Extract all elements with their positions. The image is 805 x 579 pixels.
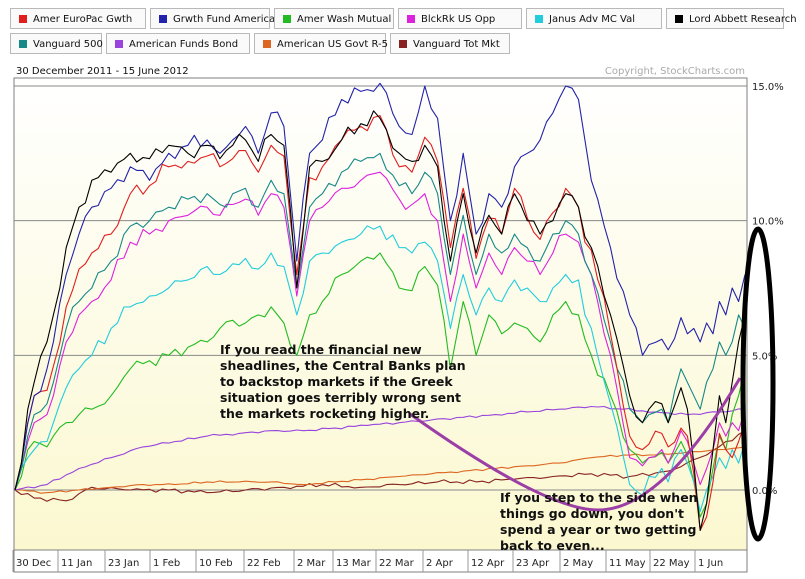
plot-area <box>13 77 748 551</box>
legend-item-vanguard-500[interactable]: Vanguard 500 <box>10 33 103 54</box>
x-tick-label: 10 Feb <box>199 558 233 569</box>
x-tick-label: 22 Feb <box>247 558 281 569</box>
legend-label: BlckRk US Opp <box>421 14 496 25</box>
legend-item-american-funds-bond[interactable]: American Funds Bond <box>106 33 250 54</box>
series-line-grwth-fund-america <box>14 82 746 491</box>
x-tick-label: 13 Mar <box>336 558 372 569</box>
legend-swatch <box>19 15 27 23</box>
legend-swatch <box>159 15 167 23</box>
legend-swatch <box>675 15 683 23</box>
annotation-ellipse <box>740 226 776 542</box>
legend-item-amer-wash-mutual[interactable]: Amer Wash Mutual <box>274 8 394 29</box>
legend-swatch <box>283 15 291 23</box>
copyright-label: Copyright, StockCharts.com <box>605 66 745 77</box>
x-tick-label: 22 May <box>653 558 690 569</box>
legend-label: Vanguard Tot Mkt <box>413 39 500 50</box>
annotation-arrow-curve <box>409 377 742 512</box>
series-line-american-funds-bond <box>14 405 746 491</box>
legend-label: Amer Wash Mutual <box>297 14 392 25</box>
series-line-amer-wash-mutual <box>14 252 746 518</box>
x-tick-label: 23 Apr <box>516 558 550 569</box>
legend-label: Lord Abbett Research <box>689 14 797 25</box>
y-tick-label: 10.0% <box>752 217 784 228</box>
x-tick-label: 2 Mar <box>297 558 326 569</box>
x-tick-label: 2 May <box>563 558 593 569</box>
x-tick-label: 2 Apr <box>426 558 454 569</box>
x-axis-strip <box>13 549 748 573</box>
legend-swatch <box>407 15 415 23</box>
legend-swatch <box>535 15 543 23</box>
y-tick-label: 5.0% <box>752 351 777 362</box>
legend-item-vanguard-tot-mkt[interactable]: Vanguard Tot Mkt <box>390 33 510 54</box>
legend-label: Vanguard 500 <box>33 39 103 50</box>
legend-item-lord-abbett-research[interactable]: Lord Abbett Research <box>666 8 797 29</box>
series-line-lord-abbett-research <box>14 110 746 531</box>
y-tick-label: 0.0% <box>752 486 777 497</box>
series-line-vanguard-tot-mkt <box>14 430 746 502</box>
legend-swatch <box>115 40 123 48</box>
x-tick-label: 11 Jan <box>61 558 92 569</box>
legend-swatch <box>399 40 407 48</box>
legend-label: Amer EuroPac Gwth <box>33 14 133 25</box>
x-tick-label: 12 Apr <box>471 558 505 569</box>
grid <box>14 85 747 491</box>
x-tick-label: 11 May <box>609 558 646 569</box>
date-range-label: 30 December 2011 - 15 June 2012 <box>16 66 189 77</box>
x-tick-label: 23 Jan <box>108 558 139 569</box>
x-tick-label: 1 Feb <box>153 558 180 569</box>
legend-label: Grwth Fund America <box>173 14 276 25</box>
legend-label: Janus Adv MC Val <box>549 14 636 25</box>
legend-label: American Funds Bond <box>129 39 239 50</box>
series-line-blckrk-us-opp <box>14 171 746 491</box>
series-lines <box>14 82 746 531</box>
legend-label: American US Govt R-5 <box>277 39 389 50</box>
annotation-step-aside: If you step to the side when things go d… <box>500 490 698 553</box>
x-tick-label: 1 Jun <box>698 558 723 569</box>
series-line-janus-adv-mc-val <box>14 225 746 513</box>
legend-item-amer-europac-gwth[interactable]: Amer EuroPac Gwth <box>10 8 146 29</box>
series-line-vanguard-500 <box>14 152 746 491</box>
legend-item-blckrk-us-opp[interactable]: BlckRk US Opp <box>398 8 522 29</box>
y-axis-ticks: 15.0% 10.0% 5.0% 0.0% <box>752 82 784 497</box>
y-tick-label: 15.0% <box>752 82 784 93</box>
legend-swatch <box>19 40 27 48</box>
annotation-central-banks: If you read the financial new sheadlines… <box>220 342 466 421</box>
series-line-amer-europac-gwth <box>14 115 746 531</box>
legend-item-american-us-govt-r-5[interactable]: American US Govt R-5 <box>254 33 389 54</box>
x-tick-label: 22 Mar <box>379 558 415 569</box>
legend-swatch <box>263 40 271 48</box>
legend-item-janus-adv-mc-val[interactable]: Janus Adv MC Val <box>526 8 662 29</box>
legend-item-grwth-fund-america[interactable]: Grwth Fund America <box>150 8 275 29</box>
x-axis-ticks: 30 Dec 11 Jan 23 Jan 1 Feb 10 Feb 22 Feb 2 Mar… <box>12 550 723 572</box>
x-tick-label: 30 Dec <box>16 558 51 569</box>
